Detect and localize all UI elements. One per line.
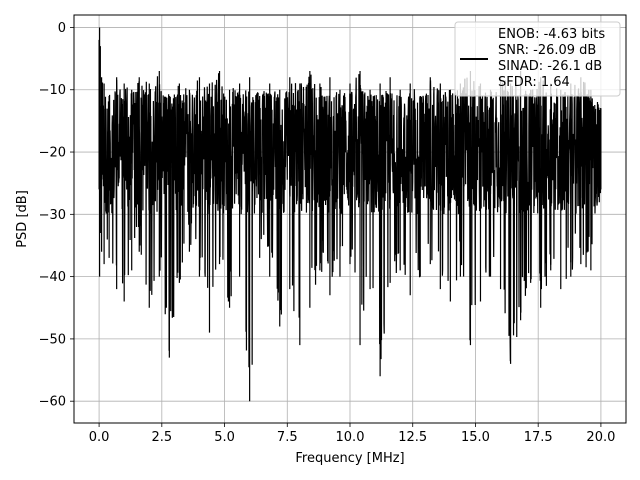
x-tick-label: 15.0: [461, 430, 490, 445]
y-axis-label: PSD [dB]: [15, 190, 30, 248]
x-axis-label: Frequency [MHz]: [295, 451, 404, 466]
x-tick-label: 20.0: [586, 430, 615, 445]
y-axis-ticks: 0 −10 −20 −30 −40 −50 −60: [39, 21, 74, 410]
y-tick-label: 0: [58, 21, 66, 36]
y-tick-label: −50: [39, 332, 66, 347]
legend-entry-sinad: SINAD: -26.1 dB: [498, 59, 602, 74]
legend: ENOB: -4.63 bits SNR: -26.09 dB SINAD: -…: [454, 21, 621, 97]
legend-box: [454, 21, 621, 97]
x-tick-label: 12.5: [398, 430, 427, 445]
y-tick-label: −20: [39, 146, 66, 161]
y-tick-label: −10: [39, 83, 66, 98]
y-tick-label: −60: [39, 395, 66, 410]
x-tick-label: 10.0: [336, 430, 365, 445]
x-tick-label: 17.5: [524, 430, 553, 445]
legend-entry-snr: SNR: -26.09 dB: [498, 43, 596, 58]
y-tick-label: −40: [39, 270, 66, 285]
x-tick-label: 7.5: [277, 430, 298, 445]
x-tick-label: 0.0: [89, 430, 110, 445]
x-axis-ticks: 0.0 2.5 5.0 7.5 10.0 12.5 15.0 17.5 20.0: [89, 423, 615, 445]
x-tick-label: 2.5: [151, 430, 172, 445]
psd-series: [98, 27, 602, 402]
legend-entry-enob: ENOB: -4.63 bits: [498, 27, 605, 42]
y-tick-label: −30: [39, 208, 66, 223]
legend-entry-sfdr: SFDR: 1.64: [498, 75, 570, 90]
x-tick-label: 5.0: [214, 430, 235, 445]
